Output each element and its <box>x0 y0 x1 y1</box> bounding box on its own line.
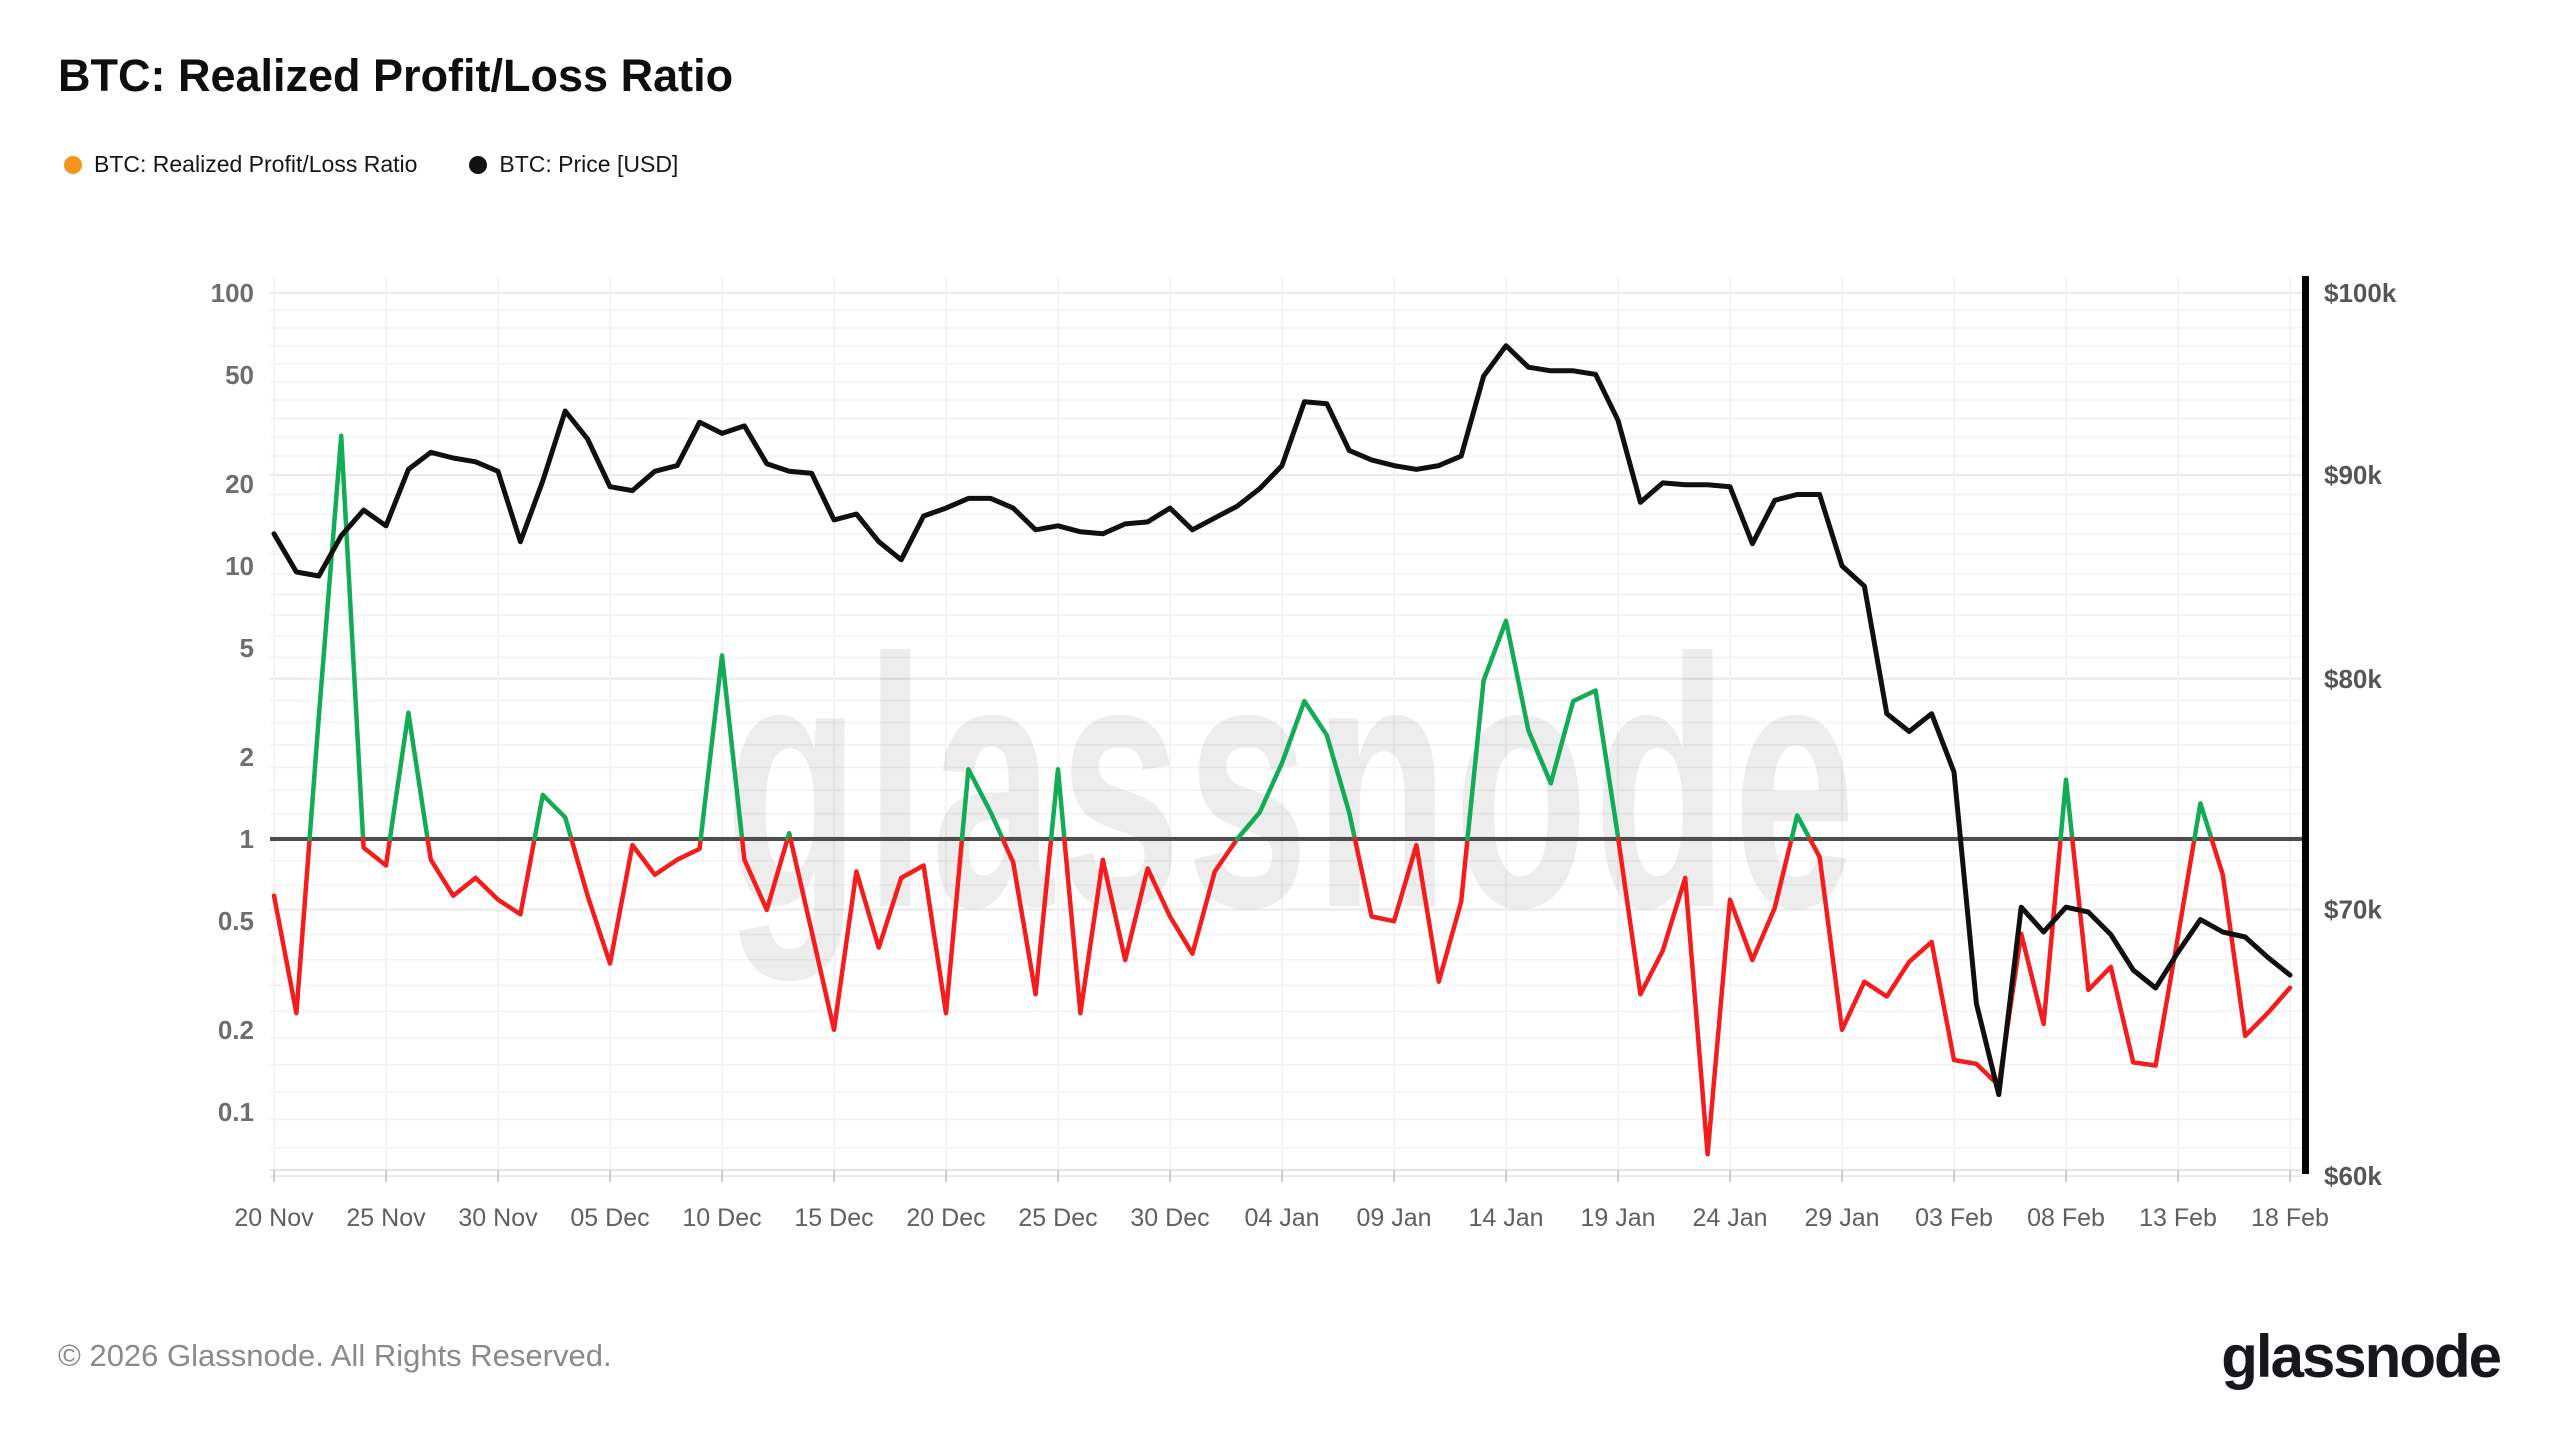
ratio-line-above-1 <box>532 792 574 842</box>
svg-text:18 Feb: 18 Feb <box>2251 1204 2329 1232</box>
ratio-line-above-1 <box>2058 777 2075 842</box>
svg-text:$100k: $100k <box>2324 278 2397 308</box>
horizontal-gridlines <box>270 292 2302 1178</box>
svg-text:29 Jan: 29 Jan <box>1804 1204 1879 1232</box>
ratio-line-below-1 <box>1616 836 1794 1157</box>
ratio-line-below-1 <box>2070 836 2197 1068</box>
svg-text:19 Jan: 19 Jan <box>1580 1204 1655 1232</box>
svg-text:0.5: 0.5 <box>218 906 254 936</box>
svg-text:10: 10 <box>225 551 254 581</box>
ratio-line-below-1 <box>1000 836 1054 997</box>
ratio-line-below-1 <box>739 836 790 913</box>
legend-dot-icon <box>64 155 82 174</box>
svg-text:20: 20 <box>225 469 254 499</box>
ratio-line-above-1 <box>2192 801 2214 842</box>
ratio-line-above-1 <box>959 767 1005 842</box>
svg-text:$70k: $70k <box>2324 895 2382 925</box>
svg-text:10 Dec: 10 Dec <box>682 1204 761 1232</box>
svg-text:$90k: $90k <box>2324 460 2382 490</box>
svg-text:08 Feb: 08 Feb <box>2027 1204 2105 1232</box>
ratio-line-below-1 <box>360 836 393 868</box>
svg-text:30 Nov: 30 Nov <box>458 1204 538 1232</box>
svg-text:03 Feb: 03 Feb <box>1915 1204 1993 1232</box>
x-axis <box>270 1169 2302 1182</box>
chart-legend: BTC: Realized Profit/Loss Ratio BTC: Pri… <box>64 151 678 178</box>
svg-text:25 Nov: 25 Nov <box>346 1204 426 1232</box>
watermark: glassnode <box>725 585 1861 984</box>
ratio-line-below-1 <box>569 836 703 966</box>
svg-text:14 Jan: 14 Jan <box>1468 1204 1543 1232</box>
price-line <box>271 343 2293 1098</box>
svg-text:100: 100 <box>211 278 254 308</box>
svg-text:15 Dec: 15 Dec <box>794 1204 873 1232</box>
svg-text:20 Nov: 20 Nov <box>234 1204 314 1232</box>
ratio-line-below-1 <box>1807 836 2063 1088</box>
svg-text:05 Dec: 05 Dec <box>570 1204 649 1232</box>
svg-text:13 Feb: 13 Feb <box>2139 1204 2217 1232</box>
svg-text:$60k: $60k <box>2324 1161 2382 1191</box>
ratio-line-above-1 <box>1789 813 1813 842</box>
ratio-line-above-1 <box>1048 767 1067 842</box>
ratio-line-below-1 <box>2209 836 2293 1039</box>
legend-dot-icon <box>469 155 488 174</box>
ratio-line-below-1 <box>788 836 965 1033</box>
svg-text:0.2: 0.2 <box>218 1015 254 1045</box>
ratio-line-above-1 <box>698 653 745 842</box>
svg-text:5: 5 <box>240 633 254 663</box>
ratio-line-above-1 <box>1465 618 1621 842</box>
svg-text:24 Jan: 24 Jan <box>1692 1204 1767 1232</box>
copyright-text: © 2026 Glassnode. All Rights Reserved. <box>58 1338 612 1373</box>
svg-text:09 Jan: 09 Jan <box>1356 1204 1431 1232</box>
svg-text:04 Jan: 04 Jan <box>1244 1204 1319 1232</box>
svg-text:25 Dec: 25 Dec <box>1018 1204 1097 1232</box>
svg-text:1: 1 <box>240 824 254 854</box>
svg-text:20 Dec: 20 Dec <box>906 1204 985 1232</box>
svg-text:0.1: 0.1 <box>218 1097 254 1127</box>
ratio-line-above-1 <box>1234 698 1358 842</box>
ratio-line-above-1 <box>307 433 366 842</box>
svg-text:2: 2 <box>240 742 254 772</box>
right-axis-labels: $100k $90k $80k $70k $60k <box>2324 278 2397 1191</box>
right-axis-bar <box>2302 276 2309 1174</box>
x-axis-labels: 20 Nov 25 Nov 30 Nov 05 Dec 10 Dec 15 Dec 20 D… <box>234 1204 2329 1232</box>
ratio-line-above-1 <box>387 710 430 842</box>
svg-text:50: 50 <box>225 360 254 390</box>
svg-text:30 Dec: 30 Dec <box>1130 1204 1209 1232</box>
ratio-line-below-1 <box>425 836 537 917</box>
ratio-line-below-1 <box>271 836 312 1016</box>
legend-label-ratio: BTC: Realized Profit/Loss Ratio <box>94 151 418 177</box>
glassnode-logo[interactable]: glassnode <box>2221 1323 2502 1390</box>
ratio-line-below-1 <box>1062 836 1240 1016</box>
legend-label-price: BTC: Price [USD] <box>499 151 679 177</box>
page-title: BTC: Realized Profit/Loss Ratio <box>58 50 734 101</box>
left-axis-labels: 100 50 20 10 5 2 1 0.5 0.2 0.1 <box>211 278 254 1127</box>
ratio-line-below-1 <box>1352 836 1470 984</box>
svg-text:$80k: $80k <box>2324 664 2382 694</box>
legend-item-price[interactable]: BTC: Price [USD] <box>469 151 678 178</box>
ratio-line <box>271 433 2293 1157</box>
legend-item-ratio[interactable]: BTC: Realized Profit/Loss Ratio <box>64 151 417 178</box>
